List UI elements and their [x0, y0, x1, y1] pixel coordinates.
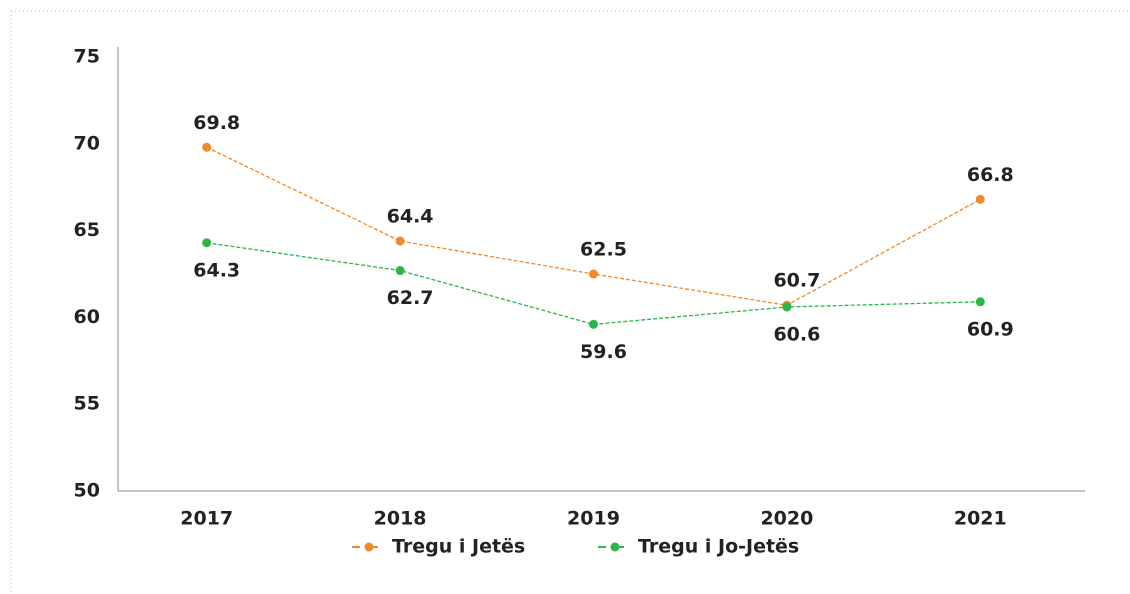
data-label: 60.6 — [773, 323, 820, 345]
y-tick-label: 55 — [74, 393, 100, 415]
y-tick-label: 70 — [74, 132, 100, 154]
point — [202, 142, 212, 152]
data-label: 62.5 — [580, 239, 627, 261]
data-label: 64.3 — [193, 259, 240, 281]
x-tick-label: 2019 — [567, 508, 620, 530]
y-tick-label: 75 — [74, 46, 100, 68]
legend-label: Tregu i Jetës — [392, 536, 525, 558]
point — [975, 297, 985, 307]
point — [589, 319, 598, 329]
legend-marker — [364, 542, 374, 552]
data-label: 66.8 — [967, 164, 1014, 186]
point — [782, 302, 792, 312]
point — [202, 238, 212, 248]
legend-label: Tregu i Jo-Jetës — [638, 536, 799, 558]
y-tick-label: 50 — [74, 480, 100, 502]
point — [589, 269, 598, 279]
y-tick-label: 60 — [74, 306, 100, 328]
x-tick-label: 2021 — [954, 508, 1007, 530]
data-label: 59.6 — [580, 341, 627, 363]
x-tick-label: 2020 — [760, 508, 813, 530]
legend-marker — [610, 542, 620, 552]
y-tick-label: 65 — [74, 219, 100, 241]
data-label: 60.9 — [967, 318, 1014, 340]
data-label: 69.8 — [193, 112, 240, 134]
data-label: 60.7 — [773, 270, 820, 292]
point — [975, 194, 985, 204]
point — [395, 266, 405, 276]
point — [395, 236, 405, 246]
series-line — [206, 146, 981, 306]
x-tick-label: 2017 — [180, 508, 233, 530]
data-label: 62.7 — [387, 287, 434, 309]
data-label: 64.4 — [387, 206, 434, 228]
x-tick-label: 2018 — [374, 508, 427, 530]
